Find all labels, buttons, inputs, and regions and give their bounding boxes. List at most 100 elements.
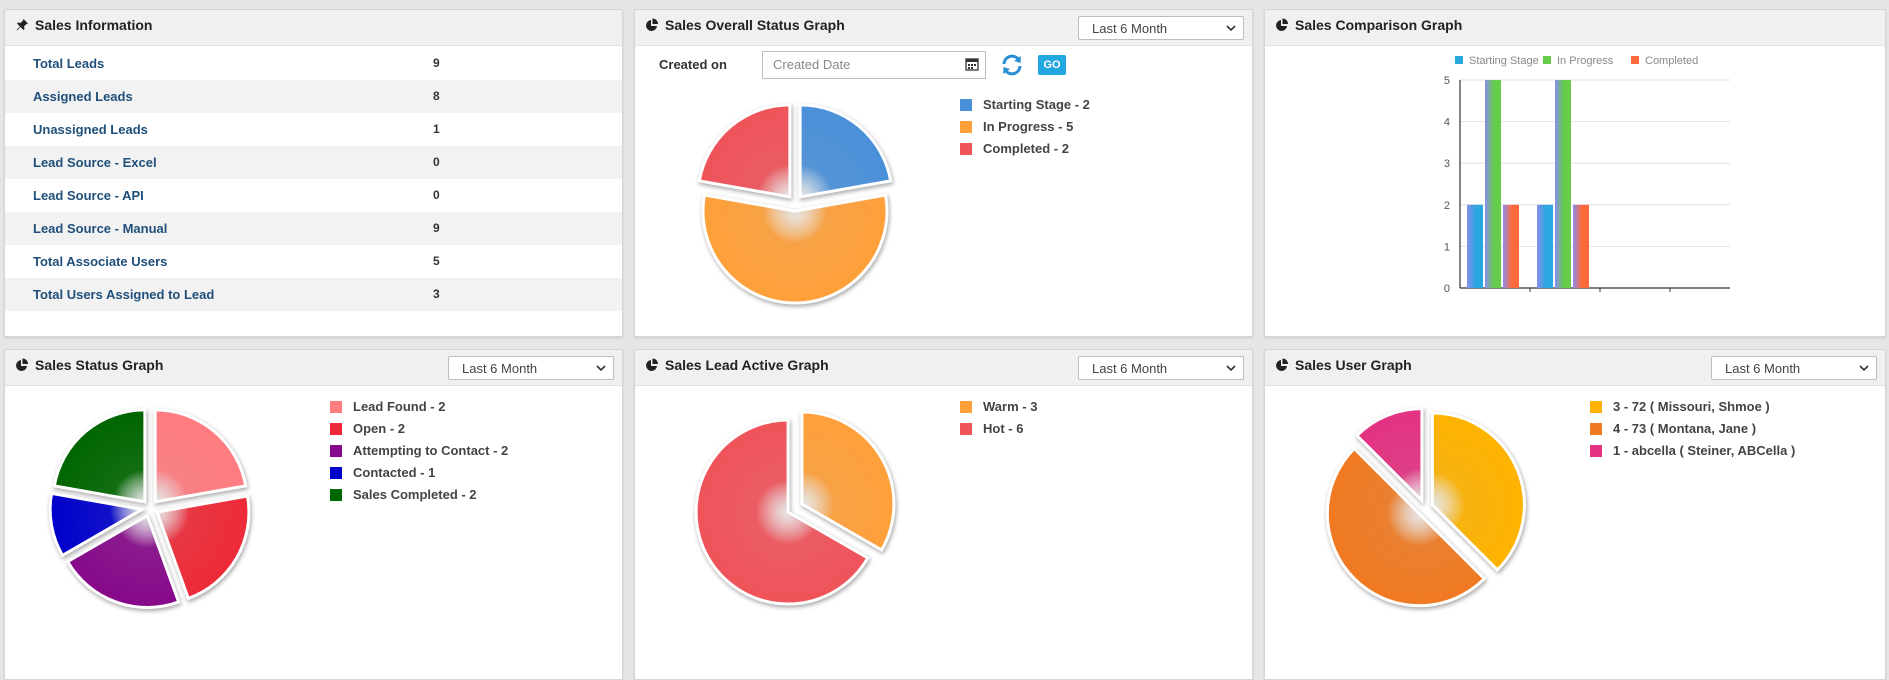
lead-active-title: Sales Lead Active Graph <box>665 357 829 373</box>
pie-slice-completed[interactable] <box>697 103 792 199</box>
pie-chart-icon <box>1275 358 1289 372</box>
y-tick-label: 4 <box>1444 117 1450 129</box>
bar-in-progress[interactable] <box>1555 80 1571 288</box>
panel-title: Sales User Graph <box>1275 357 1412 373</box>
legend-swatch <box>960 401 972 413</box>
pie-slice-lead-found[interactable] <box>153 408 248 504</box>
created-date-input[interactable]: Created Date <box>762 51 986 79</box>
comparison-title: Sales Comparison Graph <box>1295 17 1463 33</box>
legend-swatch <box>1590 401 1602 413</box>
y-tick-label: 5 <box>1444 75 1450 87</box>
bar-legend-swatch <box>1631 56 1639 64</box>
panel-header: Sales Lead Active Graph Last 6 Month <box>635 350 1252 386</box>
period-dropdown[interactable]: Last 6 Month <box>448 356 614 380</box>
bar-in-progress[interactable] <box>1485 80 1501 288</box>
pie-chart-icon <box>1275 18 1289 32</box>
row-label[interactable]: Lead Source - API <box>33 188 144 203</box>
pie-slice-hot[interactable] <box>694 418 870 606</box>
bar-completed[interactable] <box>1573 204 1589 288</box>
row-value: 1 <box>433 122 440 136</box>
refresh-icon[interactable] <box>1000 53 1024 80</box>
pie-slice-sales-completed[interactable] <box>52 408 147 504</box>
sales-status-pie <box>48 408 251 609</box>
pie-slice-warm[interactable] <box>800 410 896 553</box>
dropdown-value: Last 6 Month <box>462 361 538 376</box>
dropdown-value: Last 6 Month <box>1092 21 1168 36</box>
user-graph-title: Sales User Graph <box>1295 357 1412 373</box>
legend-label: Warm - 3 <box>983 399 1038 414</box>
table-row: Lead Source - Manual 9 <box>5 212 622 245</box>
legend-label: 4 - 73 ( Montana, Jane ) <box>1613 421 1757 436</box>
period-dropdown[interactable]: Last 6 Month <box>1078 16 1244 40</box>
bar-legend-label: In Progress <box>1557 55 1614 67</box>
sales-lead-active-panel: Sales Lead Active Graph Last 6 Month War… <box>634 349 1253 680</box>
pie-slice-contacted[interactable] <box>48 491 147 558</box>
sales-user-panel: Sales User Graph Last 6 Month 3 - 72 ( M… <box>1264 349 1886 680</box>
legend-swatch <box>330 401 342 413</box>
bar-starting-stage[interactable] <box>1467 204 1483 288</box>
legend-swatch <box>1590 423 1602 435</box>
panel-title: Sales Information <box>15 17 152 33</box>
period-dropdown[interactable]: Last 6 Month <box>1078 356 1244 380</box>
calendar-icon[interactable] <box>965 57 979 74</box>
panel-title: Sales Overall Status Graph <box>645 17 845 33</box>
legend-label: Contacted - 1 <box>353 465 436 480</box>
legend-label: In Progress - 5 <box>983 119 1074 134</box>
legend-label: Completed - 2 <box>983 141 1069 156</box>
chevron-down-icon <box>1225 22 1237 37</box>
dropdown-value: Last 6 Month <box>1092 361 1168 376</box>
row-label[interactable]: Total Users Assigned to Lead <box>33 287 215 302</box>
sales-information-title: Sales Information <box>35 17 153 33</box>
legend-swatch <box>330 423 342 435</box>
go-button[interactable]: GO <box>1038 55 1066 75</box>
bar-legend-label: Starting Stage <box>1469 55 1539 67</box>
pie-slice-1-abcella-steiner-abcella[interactable] <box>1354 407 1424 505</box>
pie-slice-attempting-to-contact[interactable] <box>65 513 181 609</box>
sales-overall-status-panel: Sales Overall Status Graph Last 6 Month … <box>634 9 1253 337</box>
sales-comparison-bar-chart: Starting Stage In Progress Completed 0 1 2 3 4 5 <box>1444 55 1730 295</box>
row-label[interactable]: Total Associate Users <box>33 254 168 269</box>
row-label[interactable]: Lead Source - Excel <box>33 155 157 170</box>
table-row: Lead Source - Excel 0 <box>5 146 622 179</box>
legend-swatch <box>330 445 342 457</box>
panel-header: Sales User Graph Last 6 Month <box>1265 350 1885 386</box>
pie-slice-starting-stage[interactable] <box>798 103 893 199</box>
panel-title: Sales Lead Active Graph <box>645 357 829 373</box>
sales-user-pie <box>1325 407 1526 608</box>
overall-status-title: Sales Overall Status Graph <box>665 17 845 33</box>
row-value: 9 <box>433 221 440 235</box>
bar-completed[interactable] <box>1503 204 1519 288</box>
pie-slice-in-progress[interactable] <box>701 193 889 305</box>
chevron-down-icon <box>1858 362 1870 377</box>
bar-starting-stage[interactable] <box>1537 204 1553 288</box>
date-placeholder: Created Date <box>773 57 851 72</box>
bar-legend-swatch <box>1543 56 1551 64</box>
table-row: Total Leads 9 <box>5 47 622 80</box>
bar-legend-swatch <box>1455 56 1463 64</box>
legend-swatch <box>960 99 972 111</box>
table-row: Assigned Leads 8 <box>5 80 622 113</box>
row-value: 3 <box>433 287 440 301</box>
row-label[interactable]: Unassigned Leads <box>33 122 148 137</box>
legend-swatch <box>330 467 342 479</box>
chevron-down-icon <box>1225 362 1237 377</box>
row-label[interactable]: Assigned Leads <box>33 89 133 104</box>
panel-title: Sales Comparison Graph <box>1275 17 1462 33</box>
row-label[interactable]: Total Leads <box>33 56 105 71</box>
pin-icon <box>15 18 29 32</box>
legend-label: 1 - abcella ( Steiner, ABCella ) <box>1613 443 1796 458</box>
legend-swatch <box>1590 445 1602 457</box>
panel-header: Sales Status Graph Last 6 Month <box>5 350 622 386</box>
y-tick-label: 2 <box>1444 200 1450 212</box>
period-dropdown[interactable]: Last 6 Month <box>1711 356 1877 380</box>
table-row: Lead Source - API 0 <box>5 179 622 212</box>
row-value: 0 <box>433 155 440 169</box>
pie-slice-4-73-montana-jane[interactable] <box>1325 446 1487 608</box>
row-value: 0 <box>433 188 440 202</box>
row-value: 5 <box>433 254 440 268</box>
sales-information-panel: Sales Information Total Leads 9 Assigned L… <box>4 9 623 337</box>
pie-slice-3-72-missouri-shmoe[interactable] <box>1430 411 1526 573</box>
bar-legend-label: Completed <box>1645 55 1698 67</box>
row-label[interactable]: Lead Source - Manual <box>33 221 168 236</box>
pie-slice-open[interactable] <box>154 494 251 601</box>
